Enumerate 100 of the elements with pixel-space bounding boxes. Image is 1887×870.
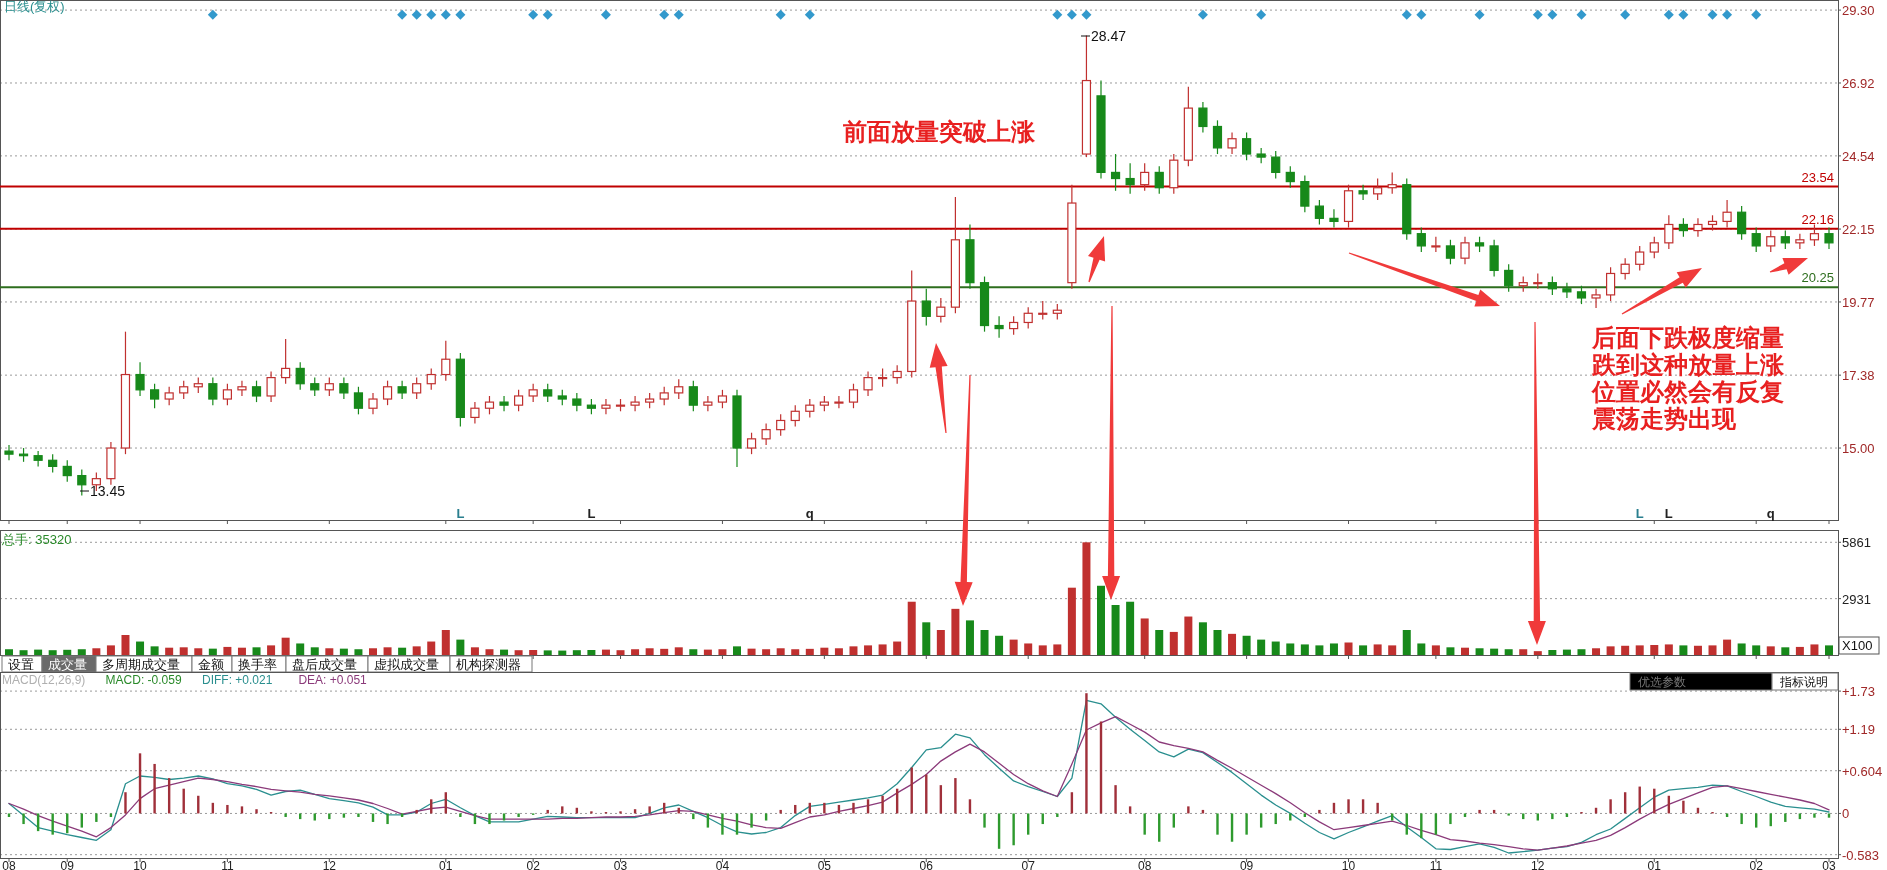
bar [1024, 643, 1033, 655]
candlestick [1271, 150, 1281, 180]
bar [543, 650, 552, 655]
bar [1650, 645, 1659, 655]
candlestick [324, 377, 334, 397]
bar [619, 811, 622, 814]
x-tick-label: 12 [1531, 859, 1545, 870]
bar [616, 650, 625, 655]
bar [834, 648, 843, 655]
x-tick-label: 04 [715, 859, 730, 870]
candlestick [4, 444, 14, 461]
bar [951, 608, 960, 655]
candlestick [1693, 217, 1703, 238]
bar [762, 649, 771, 655]
bar [1693, 645, 1702, 655]
bar [954, 778, 957, 814]
bar [34, 649, 43, 655]
x-tick-label: 10 [1341, 859, 1356, 870]
bar [485, 649, 494, 655]
candlestick [382, 380, 393, 406]
candlestick [1009, 315, 1019, 336]
text: 盘后成交量 [292, 657, 357, 672]
x-tick-label: 03 [1822, 859, 1836, 870]
bar [1242, 635, 1251, 655]
text: 金额 [198, 657, 224, 672]
y-tick-label: +1.19 [1842, 722, 1875, 738]
bar [995, 635, 1004, 655]
candlestick [1023, 306, 1033, 330]
candlestick [1664, 214, 1674, 250]
text: 多周期成交量 [102, 657, 180, 672]
bar [1143, 813, 1146, 835]
text: 成交量 [48, 657, 87, 672]
y-tick-label: 22.15 [1842, 222, 1875, 238]
candlestick [251, 380, 262, 403]
annotation: MACD(12,26,9) [2, 673, 86, 687]
candlestick [368, 392, 378, 415]
candlestick [1416, 226, 1426, 253]
candlestick [1722, 199, 1732, 229]
candlestick [1460, 236, 1470, 265]
candlestick [892, 364, 902, 385]
bar [354, 649, 363, 655]
bar [791, 649, 800, 655]
bar [1725, 813, 1729, 817]
candlestick [222, 383, 232, 406]
annotation: 指标说明 [1779, 675, 1828, 689]
bar [1216, 813, 1219, 835]
candlestick [1649, 236, 1659, 259]
candlestick [921, 288, 931, 327]
bar [153, 763, 156, 814]
candlestick [281, 338, 291, 385]
bar [1420, 813, 1423, 839]
bar [805, 648, 814, 655]
candlestick [1591, 288, 1601, 309]
bar [208, 648, 217, 655]
bar [412, 646, 421, 655]
text: 换手率 [238, 657, 277, 672]
bar [1245, 813, 1248, 835]
bar [369, 648, 377, 655]
candlestick [776, 413, 786, 437]
x-tick-label: 03 [613, 859, 628, 870]
bar [51, 813, 54, 835]
candlestick [310, 377, 320, 397]
candlestick [1795, 233, 1805, 250]
candlestick [601, 398, 611, 415]
candlestick [1242, 132, 1252, 161]
x-tick-label: 07 [1021, 859, 1036, 870]
bar [1376, 802, 1379, 814]
bar [601, 649, 610, 655]
bar [325, 648, 334, 655]
annotation: DEA: +0.051 [298, 673, 368, 687]
bar [1114, 785, 1117, 814]
candlestick [164, 386, 174, 406]
bar [1097, 585, 1105, 655]
bar [1621, 645, 1630, 655]
bar [1827, 813, 1831, 818]
annotation: L [1664, 506, 1673, 521]
bar [342, 813, 346, 818]
bar [1318, 809, 1321, 814]
y-tick-label: +0.604 [1842, 763, 1883, 779]
candlestick [805, 398, 815, 419]
candlestick [1504, 263, 1514, 293]
bar [371, 813, 375, 822]
bar [1548, 650, 1557, 655]
bar [1664, 644, 1673, 655]
bar [7, 813, 11, 817]
bar [922, 622, 931, 655]
bar [95, 813, 98, 822]
bar [1682, 800, 1685, 814]
bar [500, 649, 509, 655]
candlestick [761, 422, 771, 446]
bar [165, 647, 174, 655]
bar [1038, 645, 1047, 655]
bar [703, 649, 712, 655]
candlestick [470, 401, 480, 425]
bar [19, 650, 28, 655]
bar [488, 813, 491, 825]
candlestick [1329, 208, 1339, 229]
bar [1679, 645, 1688, 655]
candlestick [1780, 230, 1790, 250]
candlestick [528, 383, 538, 403]
